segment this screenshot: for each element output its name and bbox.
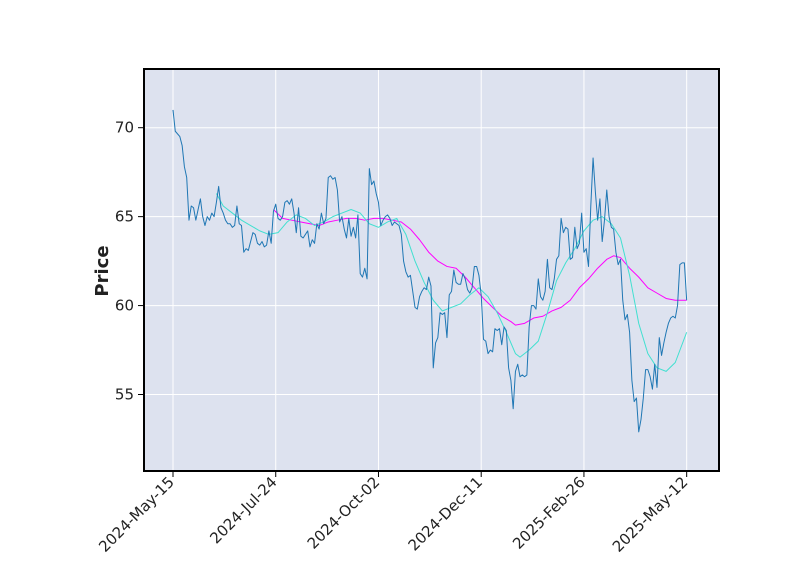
plot-area	[144, 69, 719, 471]
series-ma-long-line	[273, 209, 687, 326]
series-lines	[172, 109, 688, 433]
series-ma-short-line	[215, 193, 688, 372]
y-tick-label: 65	[115, 208, 134, 226]
series-price-line	[172, 109, 688, 433]
y-tick-label: 70	[115, 119, 134, 137]
y-tick-label: 60	[115, 297, 134, 315]
y-axis-label: Price	[92, 245, 113, 296]
y-tick-label: 55	[115, 386, 134, 404]
plot-frame	[143, 68, 720, 472]
